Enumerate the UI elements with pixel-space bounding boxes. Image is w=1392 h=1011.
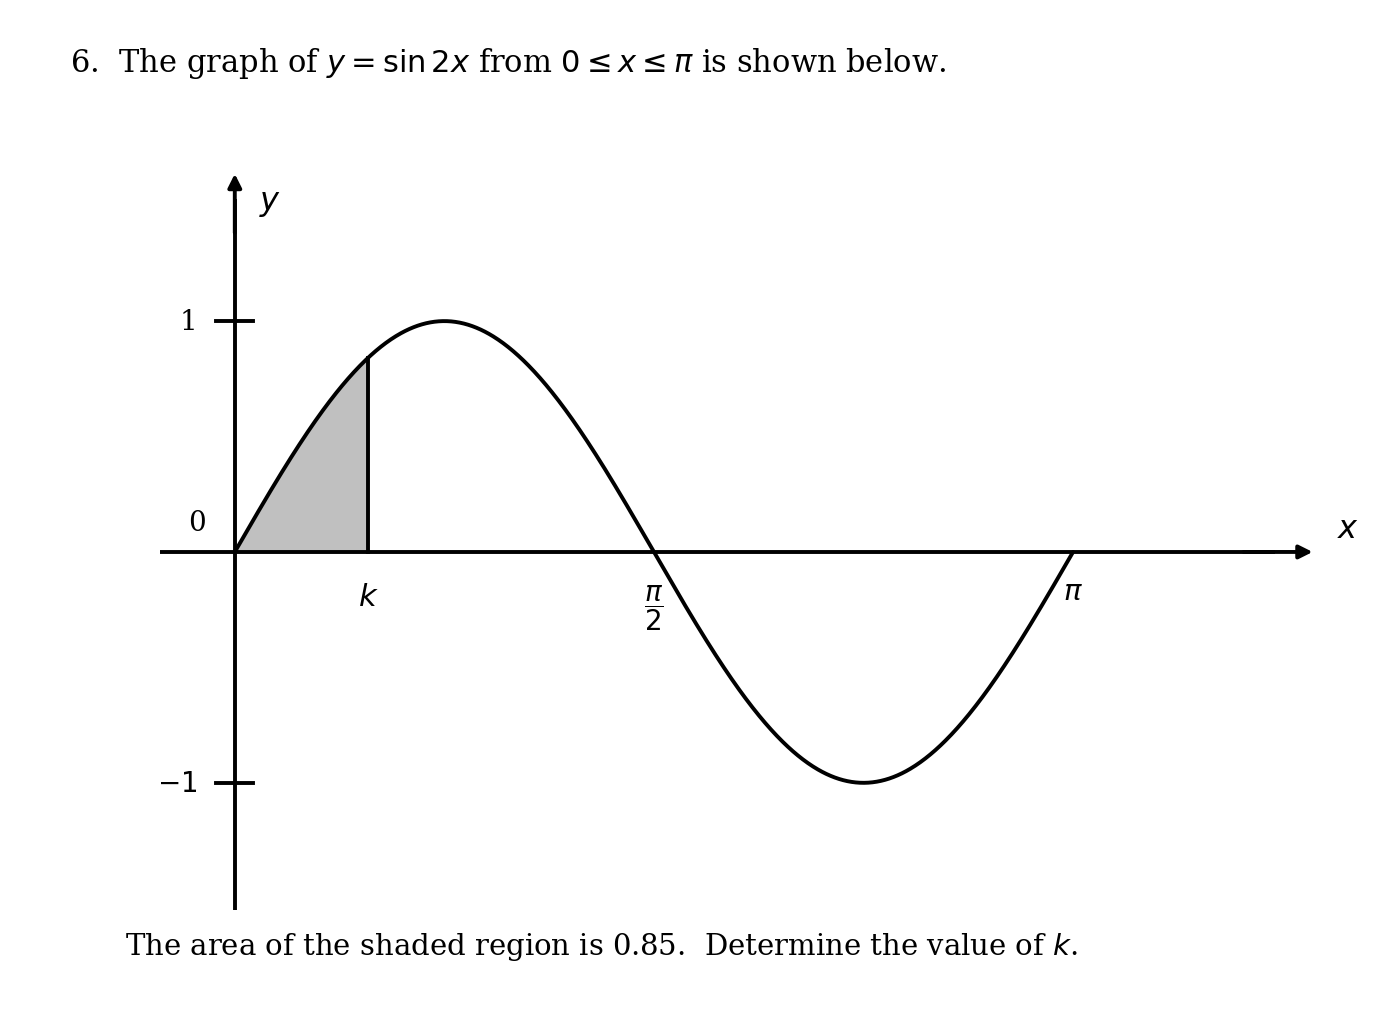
Text: The area of the shaded region is 0.85.  Determine the value of $k$.: The area of the shaded region is 0.85. D… <box>125 930 1079 962</box>
Text: $\dfrac{\pi}{2}$: $\dfrac{\pi}{2}$ <box>644 582 664 632</box>
Text: $-1$: $-1$ <box>157 769 198 797</box>
Text: $x$: $x$ <box>1336 514 1359 545</box>
Text: $k$: $k$ <box>358 582 379 612</box>
Text: $\pi$: $\pi$ <box>1063 578 1083 606</box>
Text: $y$: $y$ <box>259 188 281 219</box>
Text: 0: 0 <box>188 510 206 536</box>
Text: 6.  The graph of $y = \sin 2x$ from $0 \leq x \leq \pi$ is shown below.: 6. The graph of $y = \sin 2x$ from $0 \l… <box>70 45 945 81</box>
Text: 1: 1 <box>180 308 198 336</box>
